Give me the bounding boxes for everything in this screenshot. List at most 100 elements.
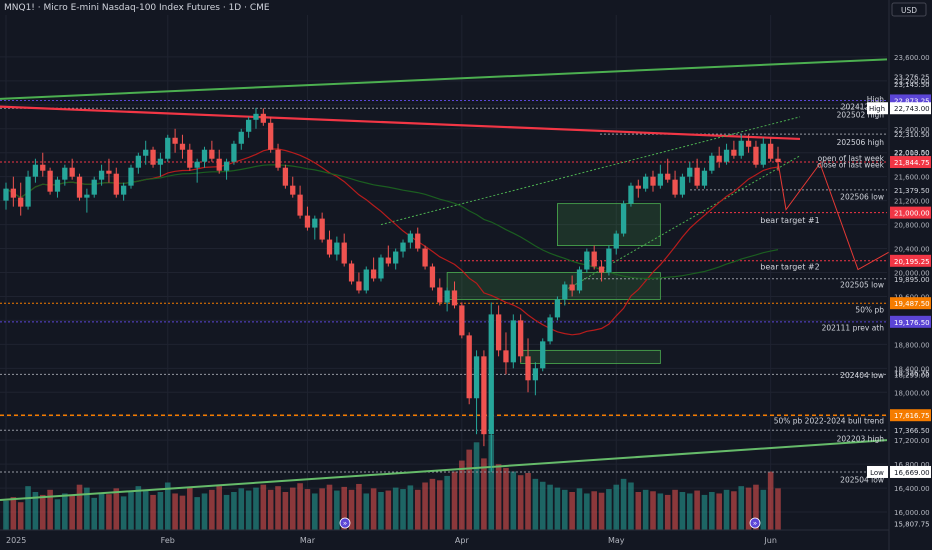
candle-body <box>275 149 281 168</box>
volume-bar <box>753 484 759 530</box>
candle <box>393 248 399 270</box>
candle-body <box>665 173 671 180</box>
candle-body <box>47 170 53 192</box>
price-badge <box>890 206 931 219</box>
candle <box>245 116 252 138</box>
candle-body <box>40 164 46 171</box>
candle <box>304 206 311 231</box>
candle <box>135 152 141 174</box>
candle <box>407 230 414 249</box>
price-badge-label: 21,844.75 <box>894 159 930 167</box>
candle-body <box>3 188 9 201</box>
annotation-label: close of last week <box>817 161 885 170</box>
candle <box>223 158 230 180</box>
volume-bar <box>709 492 715 530</box>
candle <box>525 338 531 393</box>
x-tick-label: Apr <box>455 536 470 545</box>
moving-average-ma50 <box>5 164 779 279</box>
candle <box>466 332 472 405</box>
volume-bar <box>113 488 120 530</box>
candle <box>260 108 266 126</box>
y-tick-label: 16,000.00 <box>894 509 930 517</box>
volume-bar <box>532 478 539 530</box>
candle-body <box>341 242 347 264</box>
volume-bar <box>554 487 561 530</box>
volume-bar <box>142 489 149 530</box>
volume-bar <box>150 494 156 530</box>
candle <box>356 272 362 294</box>
candle <box>503 332 509 375</box>
candle-body <box>679 176 686 195</box>
candle <box>598 260 605 282</box>
candle-body <box>62 167 68 180</box>
volume-bar <box>47 489 53 530</box>
volume-bar <box>348 489 355 530</box>
candle <box>415 227 421 252</box>
volume-bar <box>620 478 627 530</box>
candle-body <box>290 185 296 195</box>
candle <box>518 314 524 363</box>
volume-bar <box>738 486 745 530</box>
candle-body <box>753 146 759 165</box>
price-badge-label: 22,873.25 <box>894 97 930 105</box>
volume-bar <box>106 494 112 530</box>
volume-bar <box>569 492 575 530</box>
candle-body <box>209 149 215 159</box>
x-tick-label: Feb <box>161 536 175 545</box>
candle-body <box>18 197 24 207</box>
candle <box>341 233 347 267</box>
candle <box>613 230 619 255</box>
candle <box>76 173 83 201</box>
volume-bar <box>517 475 524 530</box>
volume-bar <box>223 494 230 530</box>
y-tick-label: 16,800.00 <box>894 461 930 469</box>
candle <box>290 176 296 198</box>
volume-bar <box>98 492 105 530</box>
volume-bar <box>238 488 245 530</box>
volume-bar <box>466 449 472 530</box>
volume-bar <box>54 499 61 530</box>
candle <box>775 146 781 171</box>
volume-bar <box>253 487 259 530</box>
volume-bar <box>481 458 487 530</box>
volume-bar <box>723 489 730 530</box>
volume-bar <box>547 484 553 530</box>
candle <box>106 158 112 183</box>
candle <box>312 215 318 240</box>
volume-bar <box>628 482 634 530</box>
volume-bar <box>598 492 605 530</box>
volume-bar <box>745 487 752 530</box>
candle <box>32 158 39 183</box>
candle-body <box>84 194 90 198</box>
y-tick-label: 20,400.00 <box>894 246 930 254</box>
candle-body <box>135 155 141 168</box>
zone-box <box>557 203 661 246</box>
candle <box>363 266 369 294</box>
volume-bar <box>326 484 333 530</box>
volume-bar <box>32 492 39 530</box>
candle-body <box>91 179 97 195</box>
candle-body <box>245 119 252 132</box>
candle-body <box>326 239 333 255</box>
candle <box>709 152 715 174</box>
x-tick-label: May <box>608 536 625 545</box>
candle-body <box>113 173 119 195</box>
volume-bar <box>69 495 75 530</box>
candle-body <box>312 218 318 228</box>
candle <box>201 146 208 168</box>
candle-body <box>407 233 414 243</box>
volume-bar <box>525 473 531 530</box>
y-tick-label: 16,400.00 <box>894 485 930 493</box>
candle <box>179 134 186 159</box>
annotation-label: 202412 ath <box>841 103 885 112</box>
candle <box>650 170 656 192</box>
candle-body <box>415 233 421 249</box>
level-value-label: 15,807.75 <box>894 521 930 529</box>
candle <box>532 362 539 396</box>
candle <box>540 338 546 372</box>
volume-bar <box>473 442 480 530</box>
candle-body <box>253 113 259 120</box>
volume-bar <box>363 493 370 530</box>
candle-body <box>238 131 244 144</box>
